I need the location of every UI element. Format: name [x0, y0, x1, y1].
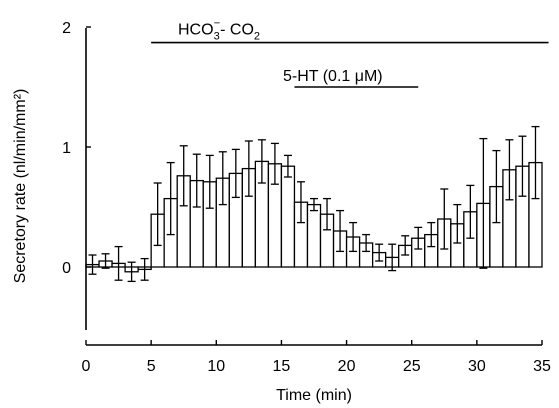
axes: 0 5 10 15 20 25 30 35 0 1 2	[62, 20, 551, 375]
x-ticks: 0 5 10 15 20 25 30 35	[82, 340, 551, 375]
x-tick-label: 25	[403, 358, 421, 375]
x-tick-label: 15	[273, 358, 291, 375]
y-ticks: 0 1 2	[62, 20, 91, 277]
x-tick-label: 0	[82, 358, 91, 375]
y-axis-title: Secretory rate (nl/min/mm²)	[12, 89, 29, 284]
y-tick-label: 1	[62, 140, 71, 157]
serotonin-annotation-label: 5-HT (0.1 μM)	[283, 68, 383, 85]
bicarbonate-annotation: HCO3−- CO2	[151, 18, 549, 44]
x-axis-title: Time (min)	[276, 387, 352, 404]
y-tick-label: 2	[62, 20, 71, 37]
x-tick-label: 10	[207, 358, 225, 375]
x-tick-label: 30	[468, 358, 486, 375]
bar-17	[306, 203, 322, 268]
error-bars-group	[88, 125, 540, 283]
bar-15	[280, 165, 296, 268]
bars-group	[85, 160, 543, 273]
bicarbonate-annotation-label: HCO3−- CO2	[178, 18, 260, 43]
x-tick-label: 5	[147, 358, 156, 375]
y-tick-label: 0	[62, 260, 71, 277]
x-tick-label: 35	[533, 358, 551, 375]
serotonin-annotation: 5-HT (0.1 μM)	[283, 68, 419, 88]
x-tick-label: 20	[338, 358, 356, 375]
